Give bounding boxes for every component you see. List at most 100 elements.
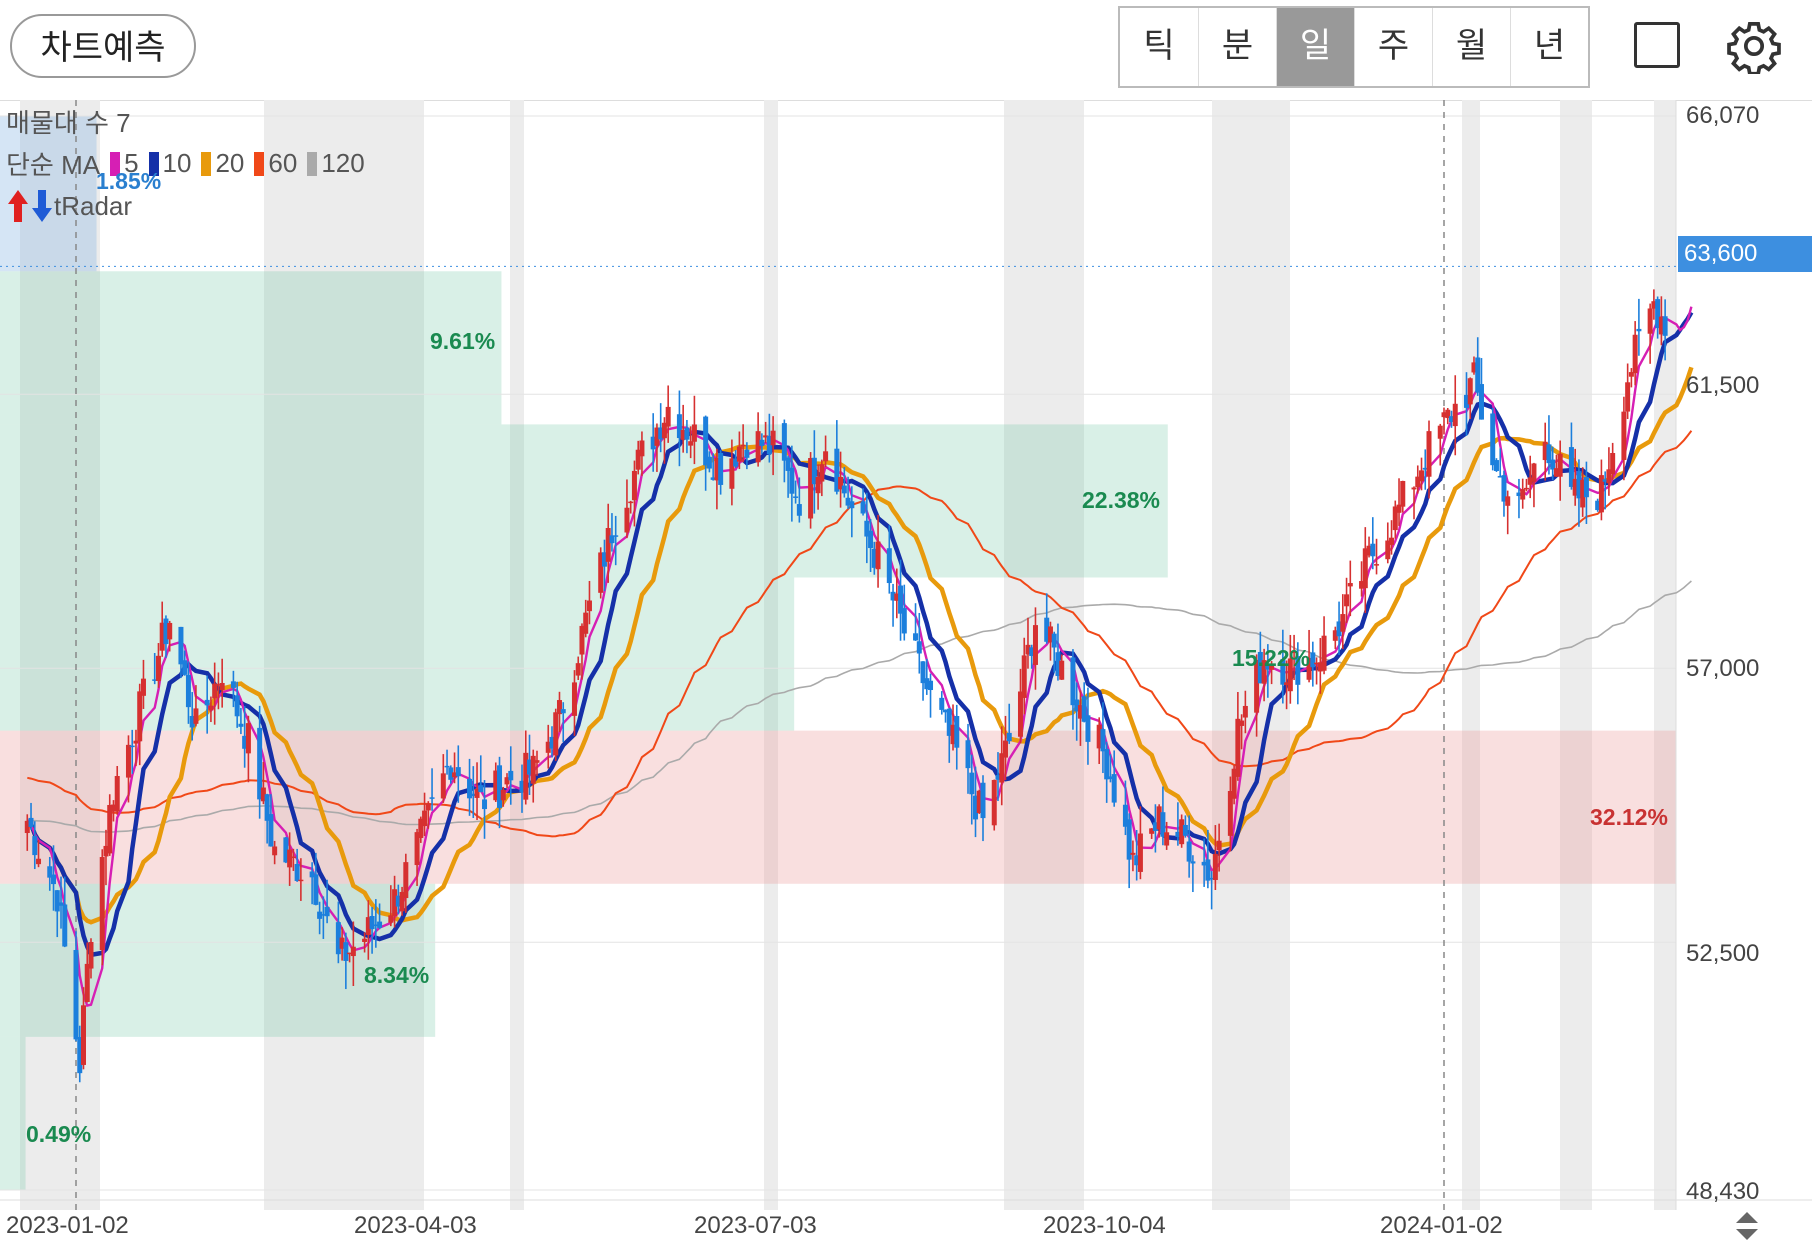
candle — [939, 691, 945, 715]
ma60-swatch — [254, 151, 265, 176]
candle — [875, 514, 881, 588]
candle — [635, 440, 641, 475]
y-axis-label: 52,500 — [1686, 940, 1760, 967]
scroll-handle-icon[interactable] — [1732, 1210, 1762, 1242]
candle — [950, 704, 956, 751]
candle — [474, 762, 480, 821]
candle — [152, 653, 158, 685]
candle — [1257, 631, 1263, 684]
candle — [1201, 838, 1207, 887]
period-year-tab[interactable]: 년 — [1510, 8, 1588, 86]
candle — [1280, 629, 1286, 704]
candle — [1107, 754, 1113, 783]
period-day-tab[interactable]: 일 — [1276, 8, 1354, 86]
candle — [403, 853, 409, 913]
tradar-legend: tRadar — [6, 186, 132, 226]
candle — [571, 670, 577, 736]
candle — [36, 839, 42, 868]
candle — [1291, 634, 1297, 681]
candle — [140, 659, 146, 709]
gear-icon[interactable] — [1726, 18, 1782, 74]
volume-profile-bar — [0, 730, 1676, 884]
candle — [849, 486, 855, 538]
candle — [1306, 629, 1312, 683]
candle — [1002, 715, 1008, 781]
period-week-tab[interactable]: 주 — [1354, 8, 1432, 86]
candle — [125, 735, 131, 803]
candle — [335, 901, 341, 964]
candle — [628, 500, 634, 514]
chart-predict-button[interactable]: 차트예측 — [10, 14, 196, 78]
period-minute-tab[interactable]: 분 — [1198, 8, 1276, 86]
candle — [556, 691, 562, 733]
candle — [980, 775, 986, 842]
candle — [448, 765, 454, 784]
candle — [1021, 637, 1027, 715]
candle — [320, 896, 326, 939]
ma20-line — [25, 366, 1694, 925]
candle — [1568, 422, 1574, 490]
period-selector: 틱 분 일 주 월 년 — [1118, 6, 1590, 88]
candle — [676, 390, 682, 467]
candle — [114, 766, 120, 815]
candle — [815, 464, 821, 510]
candle — [684, 419, 690, 454]
candle — [103, 829, 109, 886]
candle — [54, 890, 60, 938]
candle — [1572, 448, 1578, 506]
candlestick-chart[interactable] — [0, 100, 1812, 1242]
background-band — [20, 100, 100, 1210]
candle — [1006, 703, 1012, 744]
candle — [294, 848, 300, 882]
candle — [1149, 828, 1155, 839]
candle — [290, 848, 296, 871]
candle — [530, 749, 536, 803]
candle — [422, 792, 428, 837]
candle — [504, 773, 510, 789]
volume-profile-bar — [0, 883, 436, 1037]
candle — [1374, 538, 1380, 575]
candle — [1156, 804, 1162, 838]
candle — [845, 476, 851, 510]
candle — [1362, 527, 1368, 614]
candle — [1366, 536, 1372, 558]
background-band — [1654, 100, 1676, 1210]
candle — [62, 876, 68, 948]
candle — [1651, 289, 1657, 320]
candle — [688, 426, 694, 459]
candle — [706, 451, 712, 473]
candle — [414, 828, 420, 886]
candle — [1254, 654, 1260, 737]
candle — [1583, 461, 1589, 525]
candle — [362, 932, 368, 953]
candle — [1085, 687, 1091, 765]
candle — [163, 615, 169, 658]
candle — [392, 875, 398, 928]
x-axis-label: 2023-07-03 — [694, 1212, 817, 1239]
candle — [133, 729, 139, 767]
candle — [159, 601, 165, 657]
candle — [1490, 407, 1496, 471]
period-month-tab[interactable]: 월 — [1432, 8, 1510, 86]
candle — [1242, 690, 1248, 734]
period-tick-tab[interactable]: 틱 — [1143, 27, 1175, 65]
candle — [500, 786, 506, 807]
candle — [1284, 660, 1290, 710]
candle — [178, 626, 184, 679]
candle — [579, 623, 585, 680]
fullscreen-square-icon[interactable] — [1634, 22, 1680, 68]
candle — [440, 754, 446, 803]
candle — [1523, 478, 1529, 492]
candle — [755, 412, 761, 467]
candle — [215, 672, 221, 710]
candle — [781, 419, 787, 483]
candle — [718, 450, 724, 495]
candle — [1419, 457, 1425, 491]
background-band — [764, 100, 778, 1210]
candle — [1422, 449, 1428, 490]
candle — [744, 442, 750, 470]
volume-profile-bar — [0, 424, 1168, 578]
volume-profile-legend: 매물대 수 7 — [6, 108, 131, 138]
candle — [429, 768, 435, 811]
ma5-swatch — [110, 151, 121, 176]
